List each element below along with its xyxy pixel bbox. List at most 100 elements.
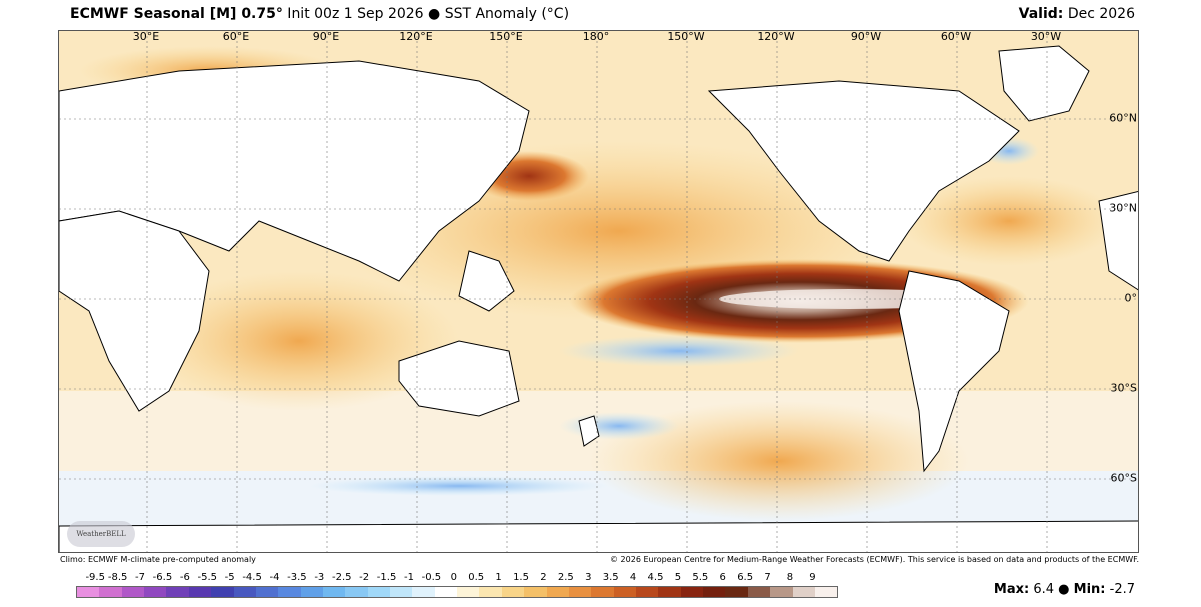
colorbar-tick-label: 3 [585,572,592,583]
colorbar-tick-label: -7 [135,572,146,583]
north-atlantic-warm [899,176,1119,266]
colorbar-swatch [457,587,480,597]
colorbar-swatch [546,587,569,597]
lon-label-60w: 60°W [940,30,972,43]
colorbar-swatch [770,587,793,597]
lon-label-120w: 120°W [757,30,795,43]
colorbar-swatch [613,587,636,597]
colorbar-tick-label: 4 [629,572,637,583]
colorbar-tick-label: 0.5 [468,572,485,583]
stats-separator: ● [1054,582,1074,597]
indian-ocean-warm [139,271,459,411]
map-title: ECMWF Seasonal [M] 0.75° Init 00z 1 Sep … [70,6,569,22]
colorbar-tick-label: 6.5 [737,572,754,583]
colorbar-tick-label: 3.5 [602,572,619,583]
sst-anomaly-map: WeatherBELL [58,30,1139,553]
colorbar-tick-label: 8 [786,572,794,583]
colorbar-tick-label: 5 [674,572,682,583]
colorbar-swatch [322,587,346,597]
colorbar-swatch [99,587,122,597]
colorbar-swatch [188,587,212,597]
africa [59,210,210,412]
colorbar-tick-label: -5 [224,572,235,583]
colorbar-tick-label: -4 [269,572,280,583]
colorbar-swatch [747,587,771,597]
colorbar-tick-label: -6.5 [152,572,173,583]
colorbar-tick-label: -2.5 [331,572,352,583]
max-min-stats: Max: 6.4 ● Min: -2.7 [994,582,1135,597]
colorbar-tick-label: -5.5 [197,572,218,583]
colorbar-tick-label: -9.5 [85,572,105,583]
colorbar-swatch [479,587,502,597]
south-pacific-cool-band [559,335,799,367]
colorbar-swatch [591,587,614,597]
colorbar-tick-label: -3 [314,572,325,583]
colorbar-tick-label: -6 [179,572,190,583]
lat-label-0: 0° [1124,291,1138,305]
colorbar-tick-label: 2.5 [557,572,574,583]
antarctica [59,520,1138,552]
valid-label: Valid: [1018,6,1064,22]
init-info: Init 00z 1 Sep 2026 ● SST Anomaly (°C) [282,6,570,22]
colorbar-tick-label: -4.5 [242,572,262,583]
land-masses [59,45,1138,552]
south-pacific-warm [589,401,969,521]
new-zealand [578,415,600,447]
colorbar-swatch [725,587,748,597]
colorbar-tick-label: 4.5 [647,572,664,583]
valid-time: Valid: Dec 2026 [1019,6,1135,22]
colorbar-swatch [792,587,815,597]
colorbar-tick-label: -3.5 [287,572,307,583]
colorbar-swatch [635,587,659,597]
max-label: Max: [993,582,1030,597]
colorbar-swatch [524,587,547,597]
lon-label-60e: 60°E [222,30,250,43]
colorbar [76,586,838,598]
climo-note: Climo: ECMWF M-climate pre-computed anom… [60,555,256,564]
lat-label-30s: 30°S [1110,381,1137,395]
colorbar-tick-label: 6 [719,572,726,583]
southern-ocean-cool [309,476,609,496]
colorbar-tick-label: 5.5 [692,572,709,583]
colorbar-swatch [501,587,525,597]
graticule [59,31,1138,552]
australia [398,340,520,417]
colorbar-tick-label: -0.5 [421,572,442,583]
lon-label-150e: 150°E [489,30,523,43]
lon-label-120e: 120°E [399,30,433,43]
colorbar-swatch [658,587,681,597]
colorbar-tick-label: 7 [764,572,771,583]
colorbar-swatch [211,587,234,597]
maritime-continent [458,250,515,312]
lat-label-60n: 60°N [1109,111,1137,125]
colorbar-swatch [233,587,256,597]
colorbar-tick-label: 9 [809,572,816,583]
colorbar-tick-label: 1.5 [513,572,529,583]
colorbar-tick-label: -1.5 [376,572,397,583]
lon-label-90w: 90°W [850,30,882,43]
colorbar-swatch [77,587,100,597]
north-america [707,80,1020,262]
colorbar-swatch [390,587,413,597]
lon-label-90e: 90°E [312,30,340,43]
colorbar-swatch [278,587,301,597]
min-value: -2.7 [1105,582,1135,597]
colorbar-swatch [434,587,458,597]
west-africa-edge [1098,190,1138,291]
colorbar-tick-label: 0 [450,572,457,583]
colorbar-tick-label: 1 [495,572,502,583]
copyright-note: © 2026 European Centre for Medium-Range … [610,555,1139,564]
lon-label-150w: 150°W [667,30,705,43]
lon-label-180: 180° [582,30,610,43]
tasman-cool [559,412,679,440]
lat-label-30n: 30°N [1109,201,1137,215]
colorbar-tick-label: -1 [403,572,414,583]
colorbar-swatch [255,587,279,597]
colorbar-swatch [814,587,838,597]
colorbar-swatch [568,587,592,597]
colorbar-tick-label: -8.5 [107,572,128,583]
greenland [998,45,1090,122]
map-canvas [59,31,1138,552]
colorbar-tick-label: 2 [540,572,547,583]
colorbar-swatch [144,587,167,597]
